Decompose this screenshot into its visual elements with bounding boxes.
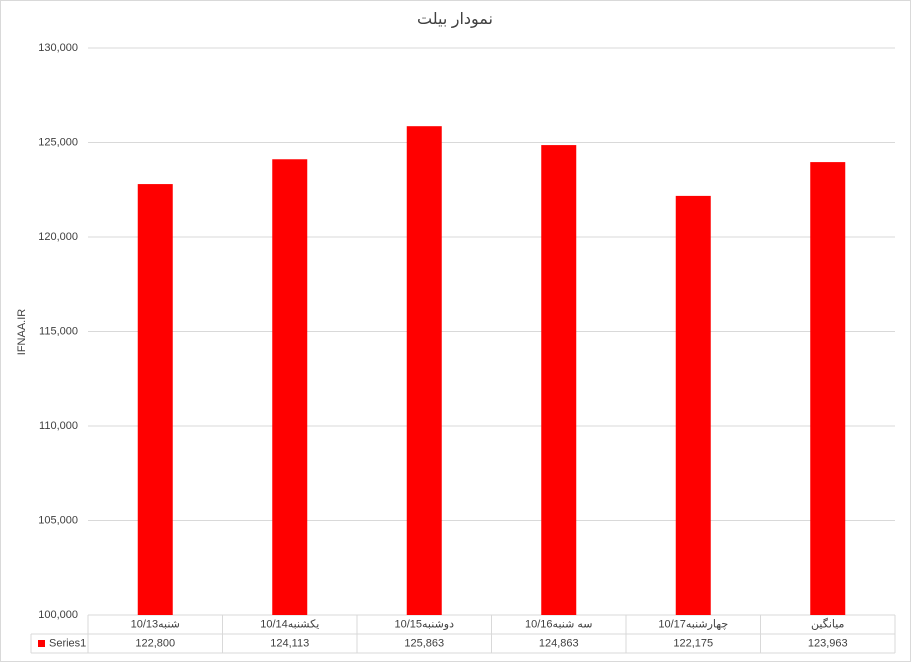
- x-tick-label: سه شنبه10/16: [525, 618, 592, 630]
- value-label: 123,963: [808, 637, 848, 649]
- y-tick-label: 120,000: [38, 231, 78, 243]
- x-tick-label: شنبه10/13: [131, 618, 180, 630]
- chart-title: نمودار بیلت: [417, 11, 493, 29]
- bar: [406, 126, 442, 615]
- x-tick-label: میانگین: [811, 617, 845, 630]
- y-tick-label: 130,000: [38, 42, 78, 54]
- bar: [137, 184, 173, 615]
- y-tick-label: 115,000: [39, 325, 78, 337]
- x-tick-label: یکشنبه10/14: [260, 618, 319, 630]
- bar: [541, 145, 577, 615]
- bar: [675, 195, 711, 615]
- x-tick-label: چهارشنبه10/17: [658, 618, 728, 630]
- y-tick-label: 105,000: [38, 514, 78, 526]
- value-label: 122,175: [673, 637, 713, 649]
- x-tick-label: دوشنبه10/15: [395, 618, 455, 630]
- y-tick-label: 100,000: [38, 609, 78, 621]
- value-label: 124,113: [270, 637, 309, 649]
- legend-label: Series1: [49, 637, 86, 649]
- value-label: 122,800: [135, 637, 175, 649]
- value-label: 124,863: [539, 637, 579, 649]
- bar: [272, 159, 308, 616]
- legend-marker: [38, 640, 45, 647]
- y-tick-label: 110,000: [39, 420, 78, 432]
- value-label: 125,863: [404, 637, 444, 649]
- bar: [810, 162, 846, 615]
- y-axis-label: IFNAA.IR: [16, 309, 28, 356]
- y-tick-label: 125,000: [38, 136, 78, 148]
